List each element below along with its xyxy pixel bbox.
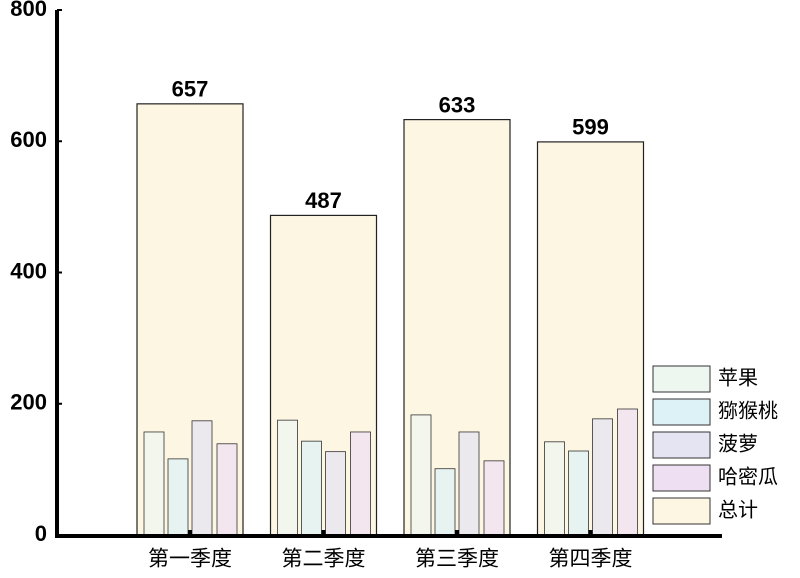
x-tick-label: 第一季度 (148, 547, 232, 571)
bar (167, 458, 189, 536)
legend-swatch (652, 365, 711, 393)
bar (483, 460, 505, 536)
y-tick-label: 400 (10, 258, 47, 283)
bar (350, 431, 371, 536)
bar (277, 419, 298, 536)
legend-label: 菠萝 (718, 432, 758, 456)
y-tick-label: 200 (10, 390, 47, 415)
y-tick-label: 600 (10, 127, 47, 152)
legend-label: 苹果 (718, 366, 758, 390)
bar (191, 420, 213, 536)
bar (568, 450, 589, 536)
bar (410, 414, 432, 536)
value-label: 657 (172, 77, 209, 102)
bar (544, 441, 565, 536)
bar (592, 418, 613, 536)
legend-swatch (652, 464, 711, 492)
bar (143, 431, 165, 536)
legend-swatch (652, 431, 711, 459)
bar (617, 408, 638, 536)
bar (325, 451, 346, 536)
legend-swatch (652, 497, 711, 525)
value-label: 599 (572, 115, 609, 140)
x-tick-label: 第二季度 (282, 547, 366, 571)
bar (434, 468, 456, 536)
bar (216, 443, 238, 536)
legend-swatch (652, 398, 711, 426)
bar (301, 440, 322, 536)
x-tick-label: 第三季度 (415, 547, 499, 571)
y-tick-label: 800 (10, 0, 47, 21)
value-label: 487 (305, 188, 342, 213)
bar (458, 431, 480, 536)
value-label: 633 (439, 92, 476, 117)
legend-label: 哈密瓜 (718, 465, 778, 489)
x-tick-label: 第四季度 (549, 547, 633, 571)
legend-label: 总计 (718, 498, 758, 522)
legend-label: 猕猴桃 (718, 399, 778, 423)
y-tick-label: 0 (35, 521, 47, 546)
